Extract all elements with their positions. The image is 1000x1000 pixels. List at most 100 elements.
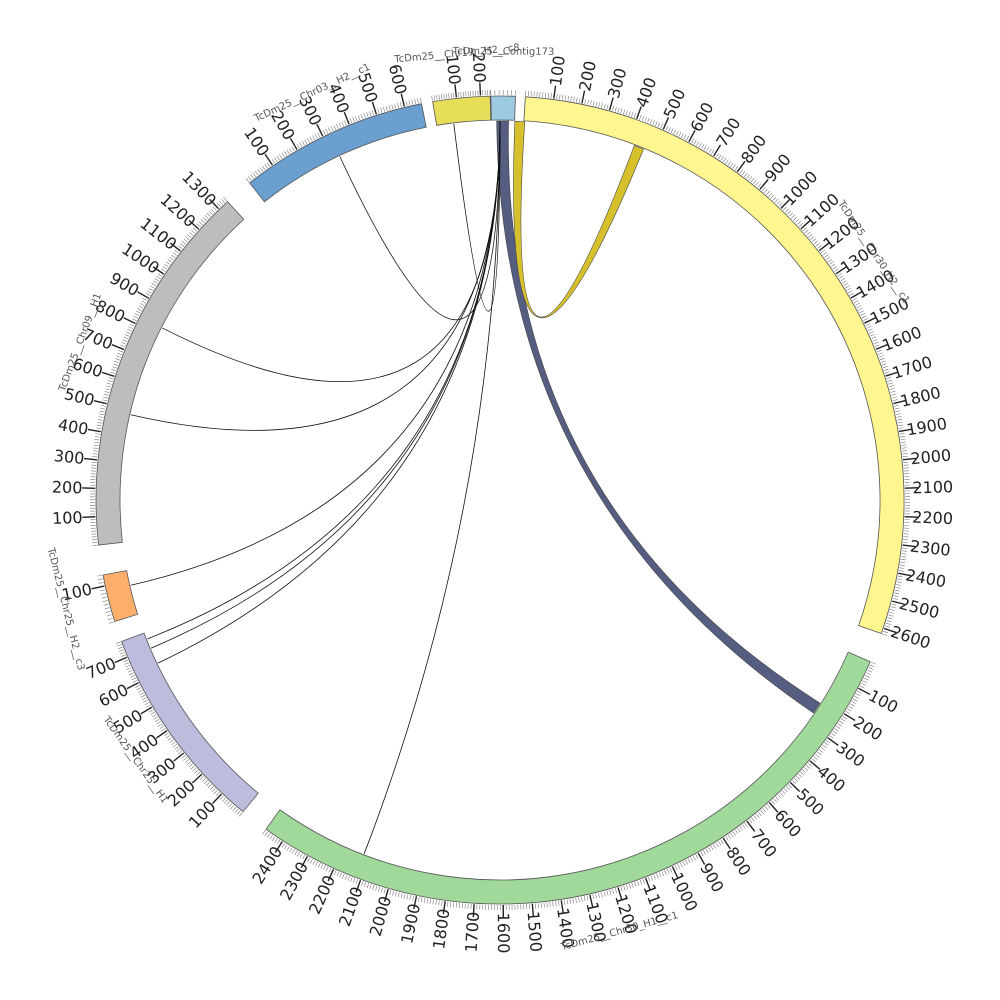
minor-tick bbox=[92, 450, 98, 452]
minor-tick bbox=[720, 839, 724, 844]
minor-tick bbox=[191, 229, 196, 234]
minor-tick bbox=[389, 889, 392, 895]
minor-tick bbox=[773, 798, 778, 803]
minor-tick bbox=[198, 221, 203, 226]
minor-tick bbox=[626, 884, 629, 890]
tick-label: 2300 bbox=[909, 536, 952, 559]
minor-tick bbox=[743, 172, 748, 178]
tick-label: 2000 bbox=[910, 445, 952, 468]
minor-tick bbox=[201, 778, 206, 782]
minor-tick bbox=[898, 424, 904, 427]
minor-tick bbox=[190, 765, 195, 770]
minor-tick bbox=[831, 732, 836, 737]
major-tick bbox=[400, 93, 406, 107]
minor-tick bbox=[236, 810, 241, 815]
minor-tick bbox=[103, 603, 109, 606]
minor-tick bbox=[400, 102, 402, 108]
minor-tick bbox=[172, 252, 178, 256]
minor-tick bbox=[336, 871, 340, 877]
minor-tick bbox=[673, 129, 677, 135]
tick-label: 200 bbox=[52, 478, 83, 498]
minor-tick bbox=[901, 553, 907, 555]
minor-tick bbox=[859, 685, 865, 689]
tick-label: 1600 bbox=[494, 913, 513, 954]
minor-tick bbox=[854, 695, 859, 699]
minor-tick bbox=[116, 355, 122, 358]
minor-tick bbox=[412, 895, 414, 901]
minor-tick bbox=[289, 148, 293, 153]
minor-tick bbox=[559, 94, 561, 100]
minor-tick bbox=[101, 596, 107, 599]
minor-tick bbox=[798, 223, 803, 227]
minor-tick bbox=[656, 873, 659, 879]
minor-tick bbox=[132, 679, 138, 683]
tick-label: 100 bbox=[240, 124, 273, 160]
segment-chr30_h2_c1[interactable] bbox=[523, 96, 905, 635]
minor-tick bbox=[871, 336, 877, 340]
major-tick bbox=[454, 84, 458, 98]
minor-tick bbox=[167, 259, 173, 263]
segment-chr19_h2_c8[interactable] bbox=[432, 95, 492, 126]
major-tick bbox=[904, 515, 918, 518]
minor-tick bbox=[431, 95, 433, 101]
minor-tick bbox=[598, 892, 600, 898]
major-tick bbox=[383, 889, 389, 902]
minor-tick bbox=[864, 675, 870, 678]
minor-tick bbox=[141, 697, 147, 701]
minor-tick bbox=[592, 894, 595, 900]
minor-tick bbox=[658, 872, 662, 878]
minor-tick bbox=[94, 436, 100, 438]
major-tick bbox=[875, 343, 889, 350]
major-tick bbox=[111, 344, 125, 351]
minor-tick bbox=[603, 103, 606, 109]
minor-tick bbox=[639, 114, 642, 120]
minor-tick bbox=[869, 664, 875, 668]
minor-tick bbox=[411, 99, 414, 105]
tick-label: 1900 bbox=[397, 902, 424, 946]
minor-tick bbox=[679, 862, 683, 868]
minor-tick bbox=[561, 94, 564, 100]
minor-tick bbox=[159, 725, 165, 730]
tick-label: 1700 bbox=[890, 352, 935, 383]
minor-tick bbox=[764, 806, 769, 811]
minor-tick bbox=[139, 692, 144, 696]
minor-tick bbox=[114, 360, 120, 364]
minor-tick bbox=[377, 108, 380, 114]
minor-tick bbox=[788, 212, 793, 217]
minor-tick bbox=[156, 721, 162, 725]
minor-tick bbox=[631, 882, 634, 888]
segment-chr03_h2_c1[interactable] bbox=[249, 103, 427, 203]
segment-contig173[interactable] bbox=[490, 95, 516, 121]
minor-tick bbox=[595, 101, 598, 107]
minor-tick bbox=[675, 130, 679, 136]
minor-tick bbox=[666, 868, 670, 874]
segment-chr09_h1[interactable] bbox=[95, 201, 245, 546]
minor-tick bbox=[352, 117, 355, 123]
minor-tick bbox=[595, 893, 598, 899]
minor-tick bbox=[573, 96, 575, 102]
minor-tick bbox=[115, 358, 121, 361]
minor-tick bbox=[642, 878, 645, 884]
major-tick bbox=[472, 904, 475, 918]
major-tick bbox=[902, 544, 916, 548]
minor-tick bbox=[817, 751, 822, 756]
segment-chr25_h2_c3[interactable] bbox=[102, 570, 139, 622]
minor-tick bbox=[895, 586, 901, 589]
minor-tick bbox=[238, 812, 243, 817]
minor-tick bbox=[900, 438, 906, 441]
minor-tick bbox=[867, 328, 873, 332]
minor-tick bbox=[880, 360, 886, 363]
minor-tick bbox=[766, 804, 771, 809]
minor-tick bbox=[715, 153, 719, 158]
links-layer bbox=[130, 120, 821, 854]
minor-tick bbox=[665, 125, 669, 131]
minor-tick bbox=[846, 708, 852, 712]
minor-tick bbox=[281, 842, 286, 848]
segment-chr30_h1_c1[interactable] bbox=[265, 651, 871, 905]
minor-tick bbox=[815, 753, 820, 758]
minor-tick bbox=[257, 169, 261, 174]
segment-chr25_h1[interactable] bbox=[121, 632, 259, 813]
minor-tick bbox=[336, 123, 339, 129]
minor-tick bbox=[677, 863, 681, 869]
minor-tick bbox=[397, 892, 400, 898]
